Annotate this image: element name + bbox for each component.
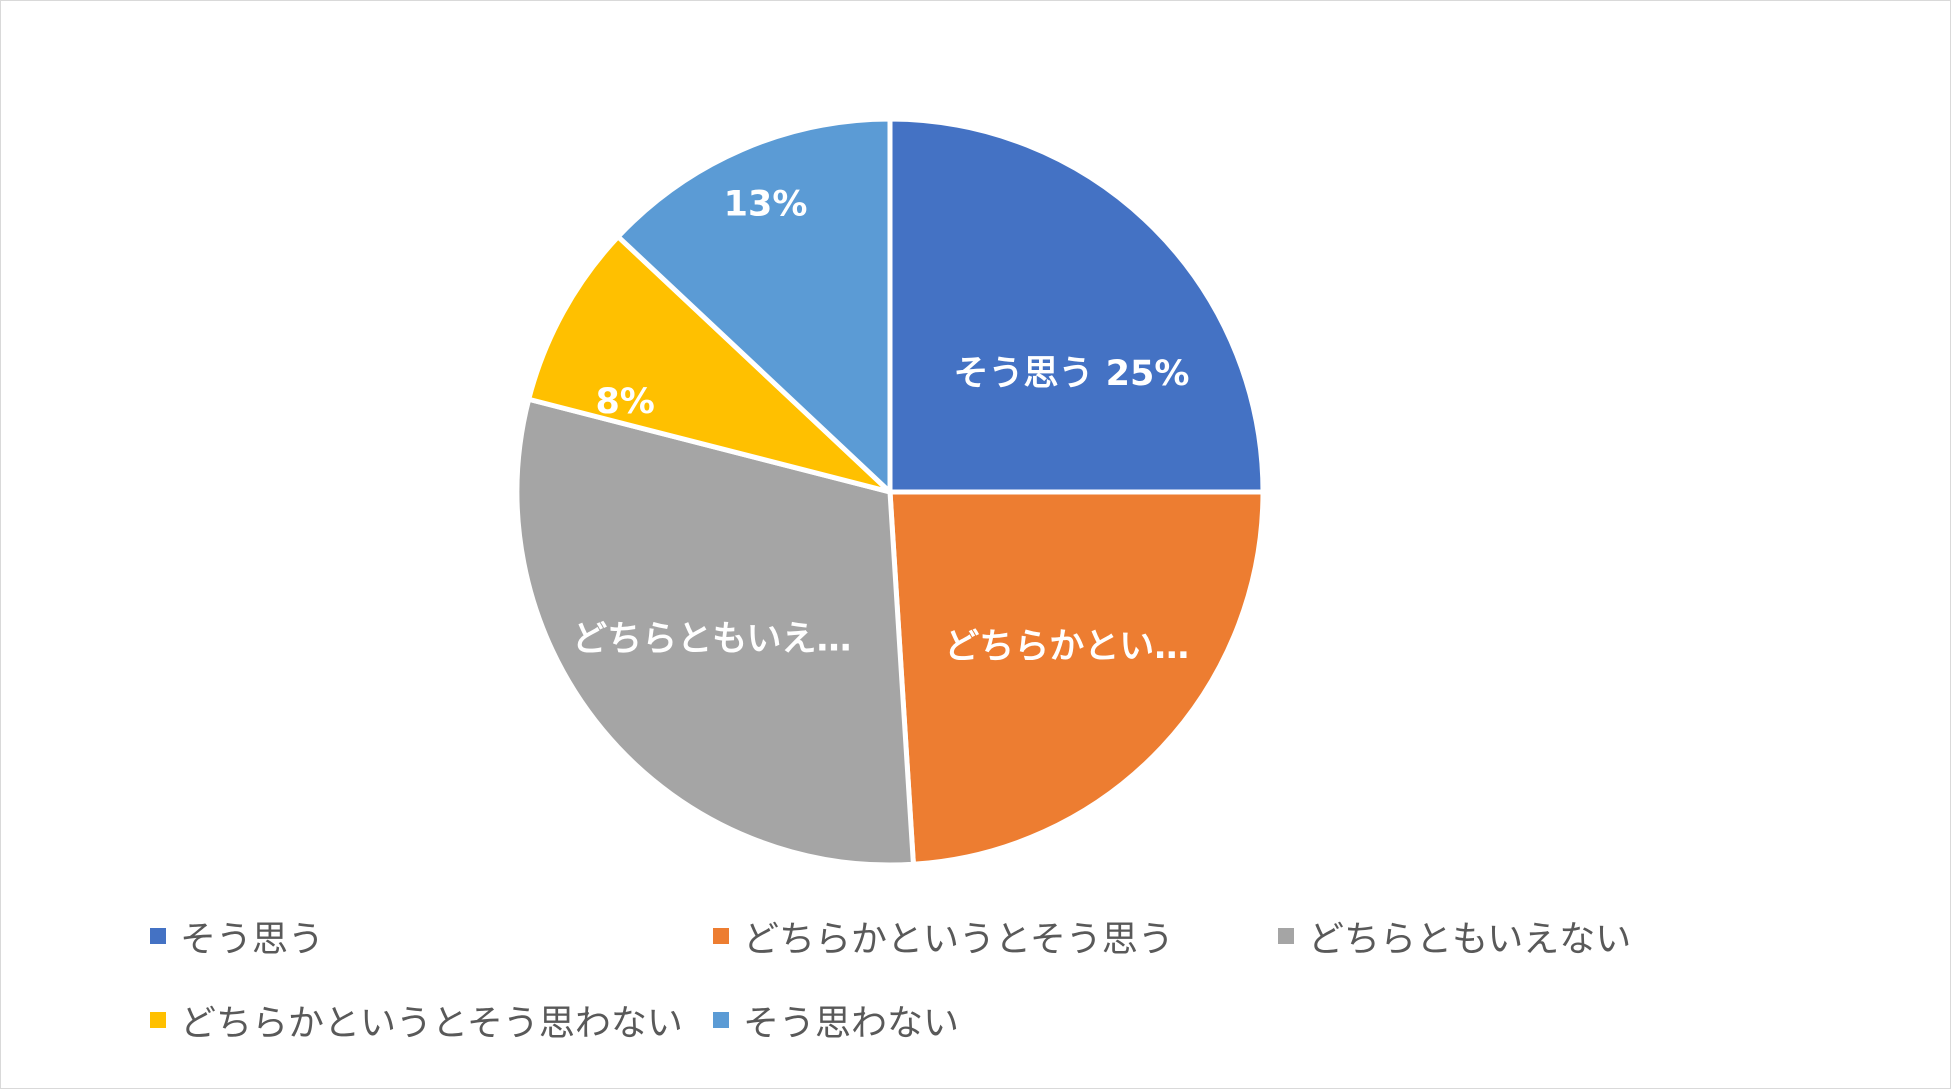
pie-slice-dochiraka-sou-omou [887,489,1266,867]
data-label-sou-omowanai: 13% [724,184,808,224]
data-label-dochiraka-sou-omowanai: 8% [595,382,654,422]
pie-slice-dochiratomo-ienai [514,396,916,868]
data-label-dochiratomo-ienai: どちらともいえ… [572,619,851,659]
pie-slice-sou-omou [887,116,1266,495]
pie-slice-dochiraka-sou-omowanai [526,234,893,495]
data-label-dochiraka-sou-omou: どちらかとい… [944,627,1189,667]
pie-slices [514,116,1266,868]
pie-slice-sou-omowanai [615,116,893,495]
data-label-sou-omou: そう思う 25% [953,354,1189,394]
pie-data-labels: そう思う 25% どちらかとい… どちらともいえ… 8% 13% [572,184,1189,666]
